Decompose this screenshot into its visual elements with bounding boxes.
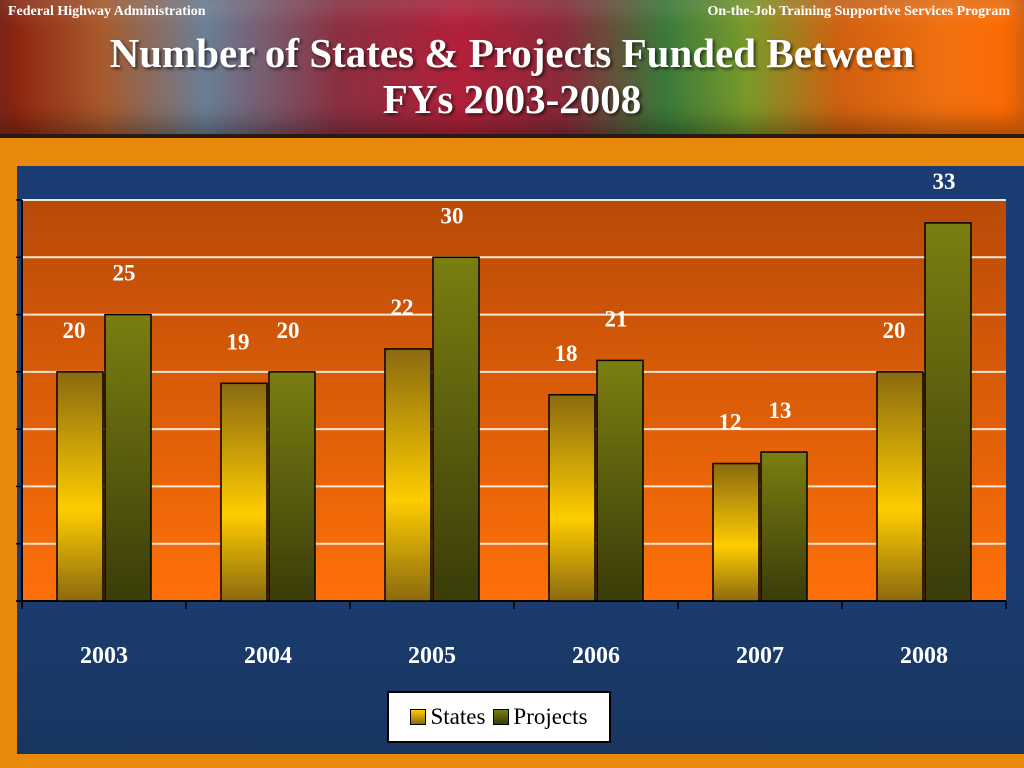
- title-line-2: FYs 2003-2008: [382, 76, 642, 122]
- x-tick-label-2006: 2006: [572, 643, 620, 669]
- plot-area: [22, 200, 1006, 601]
- chart-legend: States Projects: [387, 691, 611, 743]
- bar-projects-2003: [104, 313, 152, 602]
- bar-projects-2004: [268, 371, 316, 602]
- legend-item-projects: Projects: [493, 704, 588, 730]
- header-program: On-the-Job Training Supportive Services …: [707, 4, 1010, 19]
- x-tick-label-2007: 2007: [736, 643, 784, 669]
- slide-title: Number of States & Projects Funded Betwe…: [0, 30, 1024, 122]
- data-label-states-2006: 18: [555, 341, 578, 366]
- data-label-states-2004: 19: [227, 329, 250, 354]
- legend-label-states: States: [430, 704, 486, 729]
- bar-states-2004: [220, 382, 268, 602]
- header-organization: Federal Highway Administration: [8, 4, 206, 19]
- bar-projects-2007: [760, 451, 808, 602]
- data-label-projects-2006: 21: [605, 306, 628, 331]
- bar-projects-2008: [924, 222, 972, 602]
- title-banner: Federal Highway Administration On-the-Jo…: [0, 0, 1024, 138]
- legend-swatch-states: [410, 709, 427, 725]
- bar-states-2003: [56, 371, 104, 602]
- data-label-projects-2007: 13: [769, 398, 792, 423]
- bar-states-2007: [712, 462, 760, 602]
- data-label-states-2005: 22: [391, 295, 414, 320]
- x-tick-label-2005: 2005: [408, 643, 456, 669]
- bar-projects-2005: [432, 256, 480, 602]
- legend-item-states: States: [410, 704, 485, 730]
- data-label-projects-2005: 30: [441, 203, 464, 228]
- x-tick-label-2004: 2004: [244, 643, 292, 669]
- data-label-projects-2003: 25: [113, 261, 136, 286]
- bar-projects-2006: [596, 359, 644, 602]
- bar-states-2006: [548, 394, 596, 602]
- data-label-projects-2008: 33: [933, 169, 956, 194]
- bar-states-2008: [876, 371, 924, 602]
- x-tick-label-2003: 2003: [80, 643, 128, 669]
- data-label-projects-2004: 20: [277, 318, 300, 343]
- data-label-states-2003: 20: [63, 318, 86, 343]
- legend-swatch-projects: [493, 709, 510, 725]
- bar-states-2005: [384, 348, 432, 602]
- x-tick-label-2008: 2008: [900, 643, 948, 669]
- legend-label-projects: Projects: [513, 704, 588, 729]
- title-line-1: Number of States & Projects Funded Betwe…: [109, 30, 915, 76]
- data-label-states-2008: 20: [883, 318, 906, 343]
- data-label-states-2007: 12: [719, 410, 742, 435]
